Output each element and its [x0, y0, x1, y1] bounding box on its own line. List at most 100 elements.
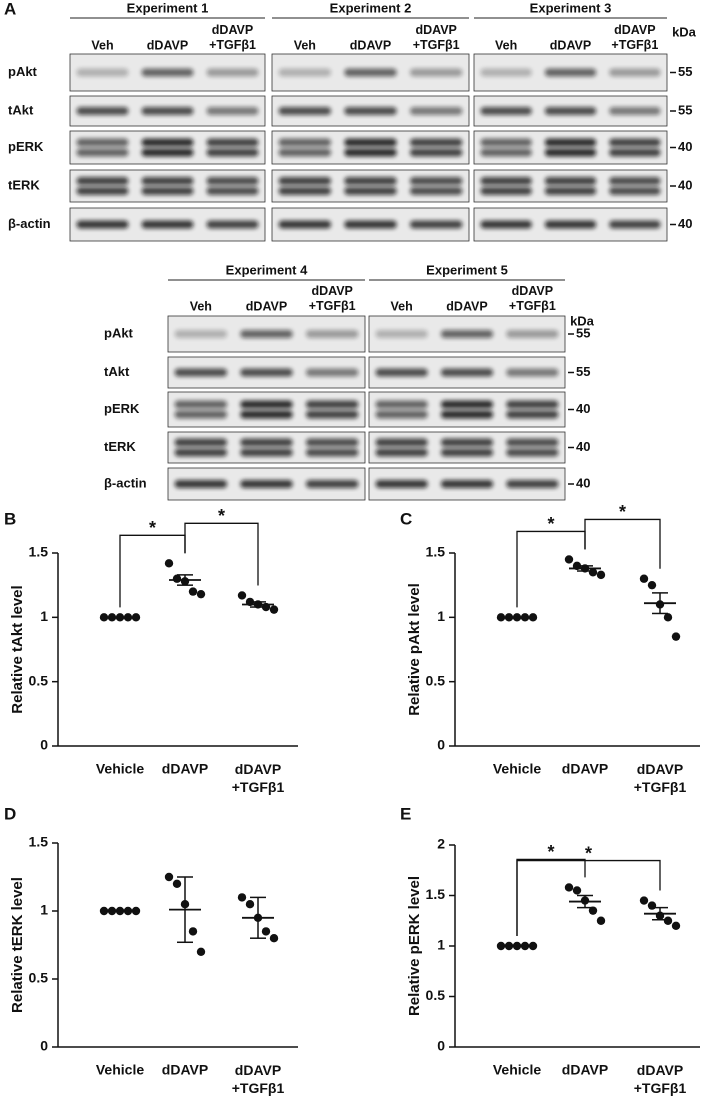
blot-band [278, 220, 332, 229]
blot-band [440, 448, 494, 457]
kda-marker: 55 [576, 325, 590, 340]
blot-band [76, 107, 129, 115]
data-point [164, 872, 174, 882]
blot-band [174, 410, 228, 419]
blot-panel [473, 169, 668, 203]
data-point [572, 886, 582, 895]
blot-band [544, 68, 597, 77]
y-tick-label: 0 [437, 737, 445, 753]
data-point [647, 901, 657, 910]
blot-band [305, 400, 359, 409]
blot-band [206, 107, 259, 115]
blot-band [506, 410, 559, 419]
blot-band [278, 68, 332, 77]
blot-band [506, 400, 559, 409]
blot-band [480, 107, 532, 115]
row-label: pERK [104, 401, 140, 416]
blot-band [240, 480, 293, 488]
blot-band [409, 177, 463, 185]
blot-band [480, 148, 532, 157]
y-axis-label: Relative pAkt level [406, 583, 423, 716]
x-tick-label: Vehicle [96, 761, 144, 777]
blot-band [206, 177, 259, 185]
blot-band [409, 68, 463, 77]
significance-label: * [585, 843, 592, 863]
blot-band [609, 220, 661, 229]
blot-band [609, 148, 661, 157]
blot-band [544, 177, 597, 185]
data-point [588, 568, 598, 577]
blot-band [506, 330, 559, 338]
blot-band [206, 220, 259, 229]
panel-label: C [400, 509, 412, 528]
blot-band [206, 187, 259, 195]
kda-marker: 40 [678, 177, 692, 192]
lane-label: dDAVP +TGFβ1 [309, 284, 356, 313]
blot-panel [271, 130, 470, 165]
blot-band [174, 330, 228, 338]
blot-band [278, 107, 332, 115]
blot-panel [69, 130, 266, 165]
y-tick-label: 1.5 [29, 834, 49, 850]
data-point [164, 559, 174, 568]
blot-band [305, 330, 359, 338]
blot-band [440, 480, 494, 488]
blot-band [344, 177, 397, 185]
blot-band [344, 187, 397, 195]
kda-marker: 55 [678, 64, 692, 79]
blot-band [305, 410, 359, 419]
experiment-title: Experiment 5 [426, 262, 508, 277]
blot-band [76, 220, 129, 229]
blot-band [141, 68, 194, 77]
significance-bracket [516, 859, 661, 936]
blot-panel [167, 431, 366, 464]
experiment-title: Experiment 3 [530, 0, 612, 15]
blot-band [305, 480, 359, 488]
blot-band [609, 68, 661, 77]
y-tick-label: 0.5 [426, 987, 446, 1003]
blot-band [480, 68, 532, 77]
blot-band [76, 138, 129, 147]
y-axis-label: Relative pERK level [406, 876, 423, 1016]
blot-band [76, 68, 129, 77]
significance-bracket [184, 522, 259, 586]
blot-band [375, 480, 428, 488]
blot-band [141, 107, 194, 115]
data-point [663, 916, 673, 925]
blot-band [544, 187, 597, 195]
data-point [172, 879, 182, 888]
blot-band [480, 187, 532, 195]
blot-band [375, 410, 428, 419]
experiment-title: Experiment 4 [226, 262, 308, 277]
data-point [196, 589, 206, 599]
data-point [188, 587, 198, 596]
blot-band [544, 148, 597, 157]
data-point [188, 927, 198, 936]
blot-band [278, 177, 332, 185]
blot-band [440, 330, 494, 338]
kda-marker: 40 [576, 475, 590, 490]
row-label: tERK [104, 439, 136, 454]
data-point [596, 570, 606, 580]
blot-band [440, 410, 494, 419]
blot-band [506, 480, 559, 488]
kda-marker: 55 [576, 364, 590, 379]
blot-band [206, 148, 259, 157]
lane-label: dDAVP [246, 299, 287, 313]
blot-band [375, 438, 428, 447]
blot-band [440, 400, 494, 409]
significance-label: * [547, 514, 554, 534]
row-label: tAkt [8, 102, 34, 117]
lane-label: Veh [294, 38, 316, 52]
blot-band [440, 368, 494, 377]
data-point [269, 934, 279, 943]
y-tick-label: 0.5 [426, 672, 446, 688]
blot-band [141, 187, 194, 195]
blot-band [76, 187, 129, 195]
blot-band [609, 187, 661, 195]
blot-band [375, 368, 428, 377]
blot-panel [368, 431, 566, 464]
panel-label: A [4, 0, 16, 18]
x-tick-label: Vehicle [493, 761, 541, 777]
lane-label: dDAVP +TGFβ1 [509, 284, 556, 313]
